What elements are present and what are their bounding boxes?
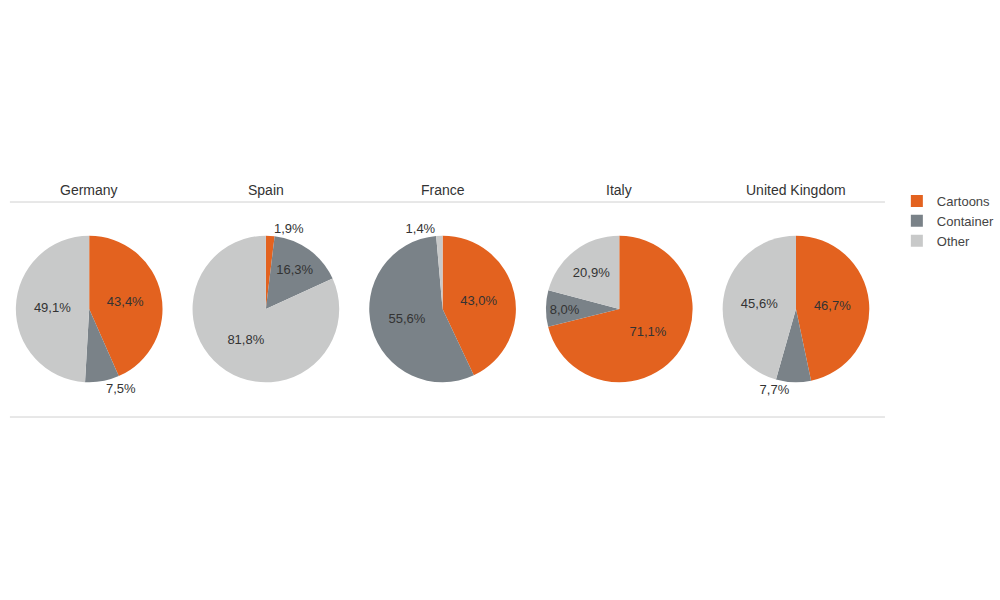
svg-text:France: France (421, 182, 465, 198)
svg-text:55,6%: 55,6% (389, 311, 426, 326)
svg-text:1,9%: 1,9% (274, 221, 304, 236)
svg-text:7,5%: 7,5% (106, 381, 136, 396)
svg-text:16,3%: 16,3% (276, 262, 313, 277)
svg-text:1,4%: 1,4% (406, 221, 436, 236)
svg-text:46,7%: 46,7% (814, 298, 851, 313)
svg-text:49,1%: 49,1% (34, 300, 71, 315)
svg-text:Italy: Italy (606, 182, 632, 198)
svg-text:71,1%: 71,1% (630, 324, 667, 339)
svg-text:43,4%: 43,4% (107, 294, 144, 309)
svg-text:United Kingdom: United Kingdom (746, 182, 846, 198)
svg-text:Cartoons: Cartoons (937, 194, 990, 209)
svg-text:20,9%: 20,9% (573, 265, 610, 280)
svg-text:Spain: Spain (248, 182, 284, 198)
svg-text:Other: Other (937, 234, 970, 249)
svg-text:43,0%: 43,0% (460, 293, 497, 308)
svg-text:81,8%: 81,8% (227, 332, 264, 347)
svg-text:8,0%: 8,0% (550, 302, 580, 317)
svg-text:Container: Container (937, 214, 994, 229)
svg-text:7,7%: 7,7% (760, 382, 790, 397)
svg-text:Germany: Germany (60, 182, 118, 198)
svg-text:45,6%: 45,6% (741, 296, 778, 311)
